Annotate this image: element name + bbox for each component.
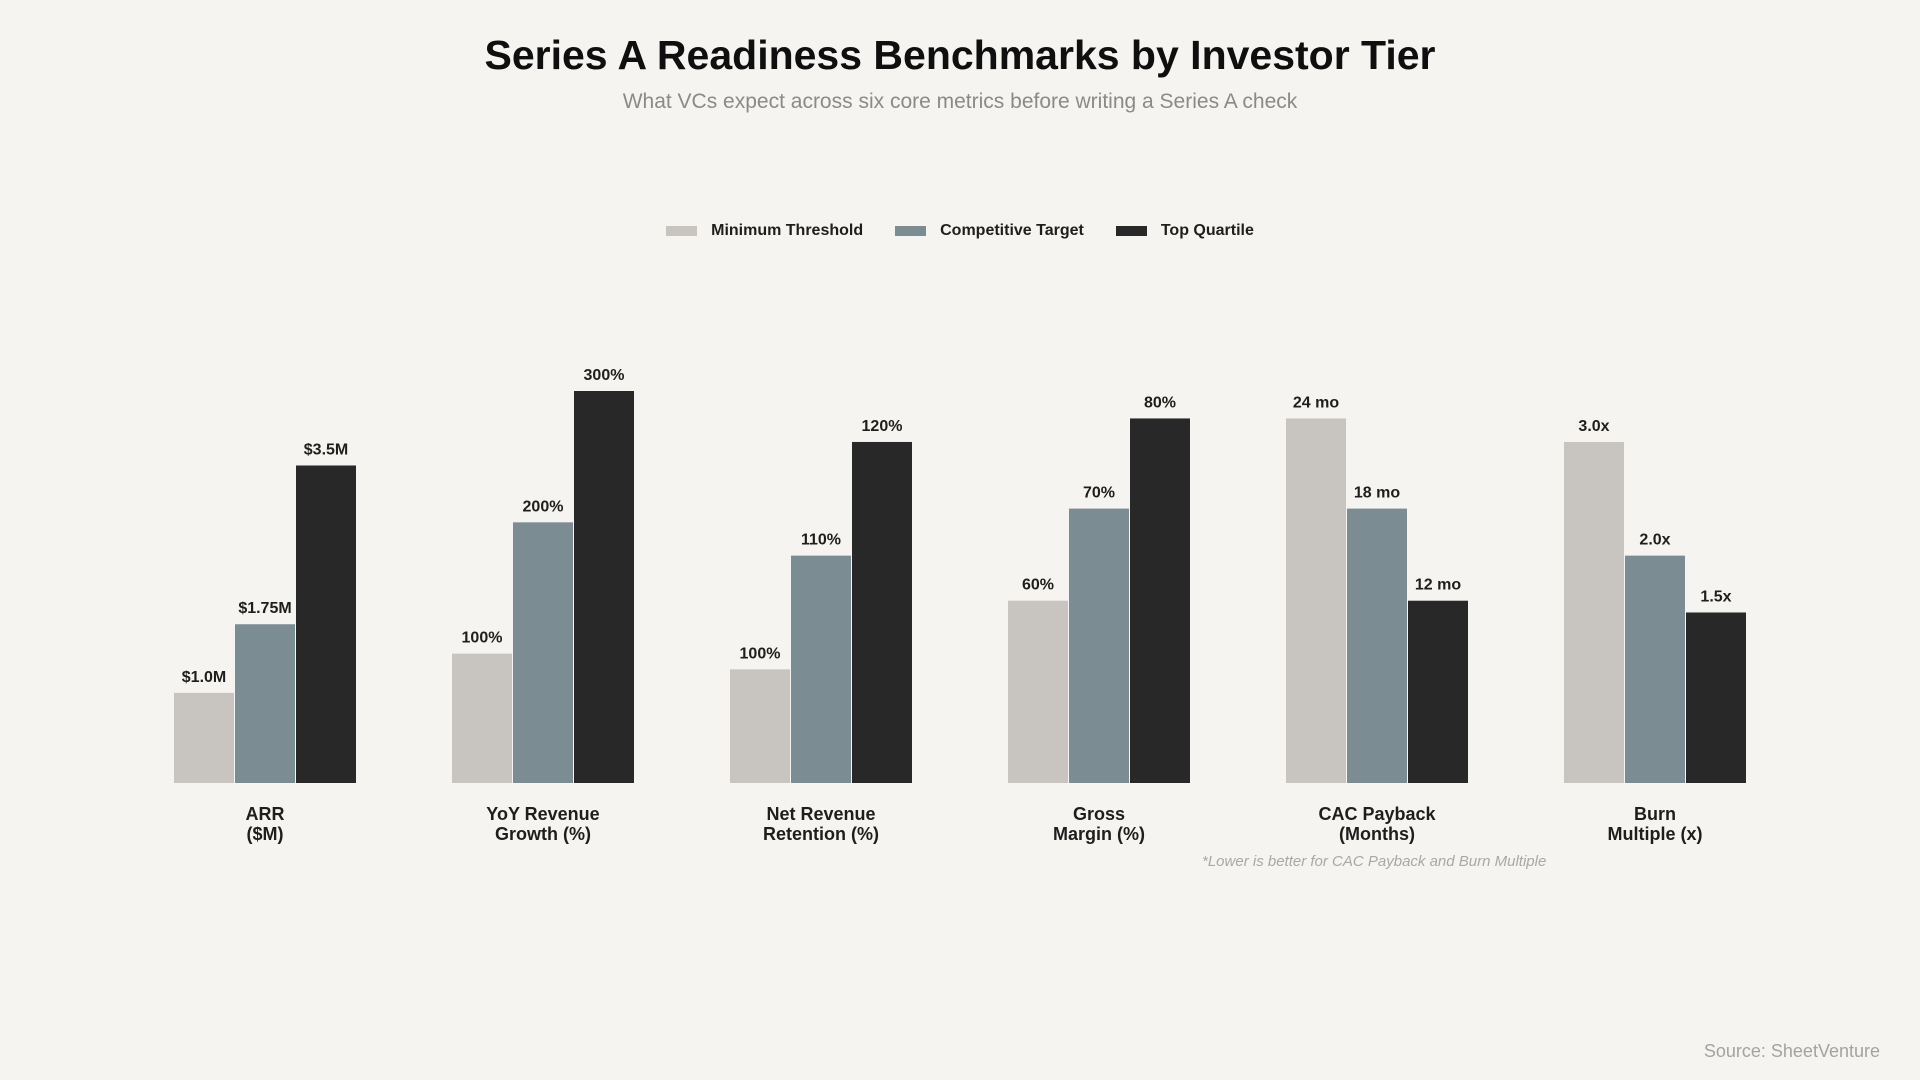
bar-value-label: 18 mo bbox=[1354, 485, 1400, 502]
bar-competitive-target-3 bbox=[1069, 508, 1129, 783]
bar-top-quartile-3 bbox=[1130, 418, 1190, 783]
legend-item-minimum-threshold: Minimum Threshold bbox=[666, 222, 863, 240]
bar-value-label: 2.0x bbox=[1639, 532, 1670, 549]
bar-value-label: 24 mo bbox=[1293, 394, 1339, 411]
legend-swatch-minimum-threshold bbox=[666, 226, 698, 236]
category-label: YoY Revenue bbox=[486, 804, 599, 824]
category-label: Margin (%) bbox=[1053, 824, 1145, 844]
legend-swatch-competitive-target bbox=[895, 226, 927, 236]
legend: Minimum Threshold Competitive Target Top… bbox=[0, 222, 1920, 240]
category-label: Gross bbox=[1073, 804, 1125, 824]
bar-minimum-threshold-5 bbox=[1564, 441, 1624, 783]
bar-top-quartile-1 bbox=[574, 391, 634, 783]
bar-value-label: $1.75M bbox=[238, 600, 291, 617]
bar-minimum-threshold-4 bbox=[1286, 418, 1346, 783]
category-label: Growth (%) bbox=[495, 824, 591, 844]
bar-minimum-threshold-2 bbox=[730, 669, 790, 783]
category-label: ARR bbox=[246, 804, 285, 824]
bar-value-label: 200% bbox=[523, 498, 564, 515]
legend-item-competitive-target: Competitive Target bbox=[895, 222, 1084, 240]
bar-competitive-target-4 bbox=[1347, 508, 1407, 783]
source-note: Source: SheetVenture bbox=[1703, 1041, 1880, 1061]
legend-label-top-quartile: Top Quartile bbox=[1160, 222, 1254, 239]
chart-subtitle: What VCs expect across six core metrics … bbox=[622, 90, 1298, 113]
bar-value-label: 60% bbox=[1022, 577, 1054, 594]
bar-value-label: $3.5M bbox=[304, 441, 348, 458]
chart-title: Series A Readiness Benchmarks by Investo… bbox=[484, 32, 1436, 78]
bar-value-label: 70% bbox=[1083, 485, 1115, 502]
bar-minimum-threshold-1 bbox=[452, 653, 512, 783]
bar-competitive-target-2 bbox=[791, 555, 851, 783]
legend-label-minimum-threshold: Minimum Threshold bbox=[711, 222, 864, 239]
bar-value-label: 100% bbox=[462, 630, 503, 647]
category-label: Burn bbox=[1634, 804, 1676, 824]
bar-minimum-threshold-0 bbox=[174, 692, 234, 783]
bar-value-label: $1.0M bbox=[182, 669, 226, 686]
bar-value-label: 110% bbox=[801, 532, 841, 549]
bar-value-label: 80% bbox=[1144, 394, 1176, 411]
footnote: *Lower is better for CAC Payback and Bur… bbox=[1202, 853, 1547, 870]
legend-swatch-top-quartile bbox=[1115, 226, 1147, 236]
bar-value-label: 300% bbox=[584, 367, 625, 384]
bar-value-label: 3.0x bbox=[1578, 418, 1609, 435]
bar-value-label: 12 mo bbox=[1415, 577, 1461, 594]
bar-top-quartile-0 bbox=[296, 465, 356, 783]
category-label: Multiple (x) bbox=[1608, 824, 1703, 844]
category-label: CAC Payback bbox=[1318, 804, 1436, 824]
bar-competitive-target-0 bbox=[235, 624, 295, 783]
category-label: ($M) bbox=[247, 824, 284, 844]
bar-top-quartile-4 bbox=[1408, 600, 1468, 783]
category-label: Net Revenue bbox=[766, 804, 875, 824]
bar-value-label: 100% bbox=[740, 645, 781, 662]
legend-item-top-quartile: Top Quartile bbox=[1115, 222, 1254, 240]
category-label: (Months) bbox=[1339, 824, 1415, 844]
category-label: Retention (%) bbox=[763, 824, 879, 844]
bar-top-quartile-5 bbox=[1686, 612, 1746, 783]
bar-competitive-target-5 bbox=[1625, 555, 1685, 783]
legend-label-competitive-target: Competitive Target bbox=[940, 222, 1084, 239]
bar-value-label: 120% bbox=[862, 418, 903, 435]
bar-competitive-target-1 bbox=[513, 522, 573, 783]
bar-minimum-threshold-3 bbox=[1008, 600, 1068, 783]
bar-top-quartile-2 bbox=[852, 441, 912, 783]
bar-value-label: 1.5x bbox=[1700, 588, 1731, 605]
